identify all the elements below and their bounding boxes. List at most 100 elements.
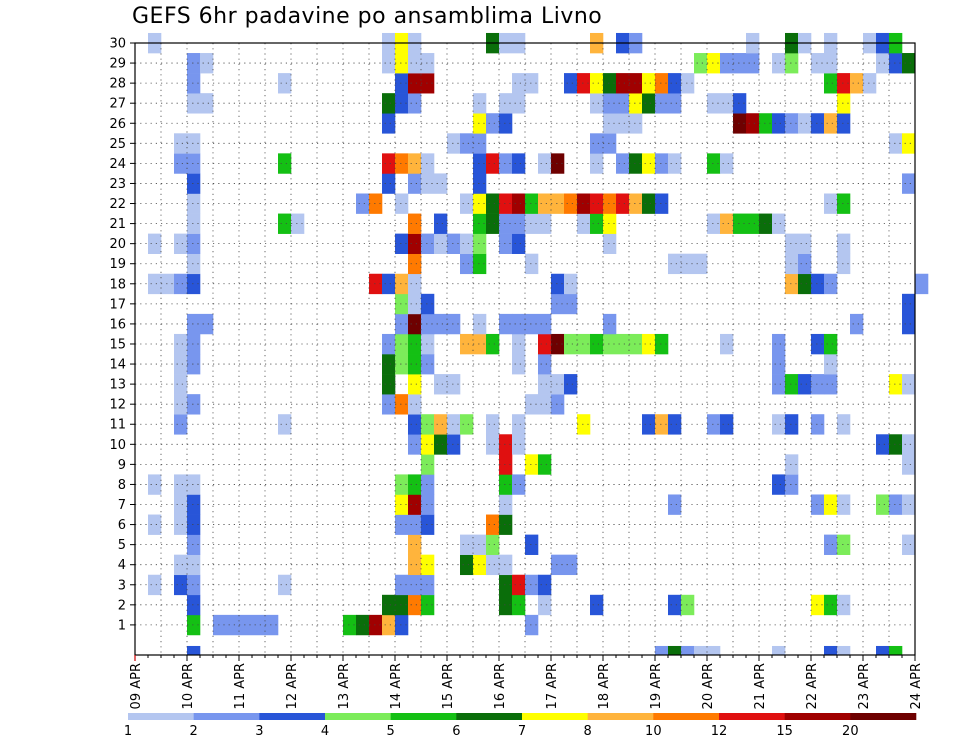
heatmap-cell: [837, 113, 851, 134]
heatmap-cell: [655, 414, 669, 435]
heatmap-cell: [486, 534, 500, 555]
heatmap-cell: [213, 614, 279, 636]
heatmap-cell: [408, 333, 422, 355]
legend-swatch: [522, 713, 588, 720]
legend-label: 20: [842, 724, 859, 739]
heatmap-cell: [603, 333, 643, 355]
heatmap-cell: [707, 53, 721, 74]
heatmap-cell: [382, 173, 396, 194]
y-tick-label: 3: [118, 578, 126, 593]
legend-label: 4: [321, 724, 329, 739]
heatmap-cell: [421, 594, 435, 616]
heatmap-cell: [408, 554, 422, 576]
y-tick-label: 13: [109, 378, 126, 393]
heatmap-cell: [382, 354, 396, 375]
heatmap-cell: [837, 253, 851, 275]
heatmap-cell: [395, 73, 409, 94]
heatmap-cell: [187, 354, 201, 375]
heatmap-cell: [772, 474, 786, 495]
heatmap-cell: [187, 233, 201, 254]
heatmap-cell: [382, 614, 396, 636]
heatmap-cell: [421, 354, 435, 375]
x-tick-label: 12 APR: [285, 663, 300, 709]
heatmap-cell: [642, 73, 656, 94]
heatmap-cell: [486, 113, 500, 134]
heatmap-cell: [785, 113, 799, 134]
heatmap-cell: [668, 153, 682, 174]
heatmap-cell: [603, 93, 630, 114]
heatmap-cell: [187, 273, 201, 295]
heatmap-cell: [174, 333, 188, 355]
heatmap-cell: [486, 213, 500, 234]
heatmap-cell: [408, 414, 422, 435]
heatmap-cell: [278, 574, 292, 596]
heatmap-cell: [707, 213, 721, 234]
heatmap-cell: [187, 313, 214, 335]
heatmap-cell: [382, 333, 396, 355]
legend-label: 8: [584, 724, 592, 739]
heatmap-cell: [564, 273, 578, 295]
heatmap-cell: [824, 594, 838, 616]
legend-label: 7: [518, 724, 526, 739]
heatmap-cell: [694, 645, 721, 656]
heatmap-cell: [148, 514, 162, 535]
heatmap-cell: [499, 213, 526, 234]
heatmap-cell: [759, 113, 773, 134]
legend-label: 2: [190, 724, 198, 739]
heatmap-cell: [811, 333, 825, 355]
heatmap-cell: [655, 153, 669, 174]
heatmap-cell: [395, 394, 409, 415]
heatmap-cell: [499, 594, 513, 616]
y-tick-label: 11: [109, 418, 126, 433]
heatmap-cell: [837, 233, 851, 254]
legend-label: 1: [124, 724, 132, 739]
heatmap-cell: [538, 594, 552, 616]
heatmap-cell: [499, 474, 513, 495]
heatmap-cell: [590, 594, 604, 616]
heatmap-cell: [798, 273, 812, 295]
heatmap-cell: [447, 133, 461, 154]
heatmap-cell: [681, 645, 695, 656]
heatmap-cell: [187, 494, 201, 515]
heatmap-cell: [655, 93, 682, 114]
y-tick-label: 29: [109, 57, 126, 72]
legend-swatch: [784, 713, 851, 720]
heatmap-cell: [785, 414, 799, 435]
heatmap-cell: [408, 313, 422, 335]
heatmap-cell: [421, 293, 435, 315]
y-tick-label: 30: [109, 37, 126, 52]
heatmap-cell: [499, 153, 513, 174]
heatmap-cell: [525, 193, 539, 214]
heatmap-cell: [447, 233, 461, 254]
heatmap-cell: [499, 313, 513, 335]
heatmap-cell: [408, 233, 422, 254]
x-tick-label: 18 APR: [597, 663, 612, 709]
heatmap-cell: [876, 494, 890, 515]
heatmap-cell: [668, 645, 682, 656]
heatmap-cell: [356, 614, 370, 636]
heatmap-cell: [187, 514, 201, 535]
heatmap-cell: [824, 193, 838, 214]
heatmap-cell: [733, 93, 747, 114]
heatmap-cell: [577, 414, 591, 435]
heatmap-cell: [785, 454, 799, 475]
heatmap-cell: [395, 354, 409, 375]
heatmap-cell: [395, 514, 422, 535]
heatmap-cell: [551, 153, 565, 174]
heatmap-cells: [148, 32, 929, 656]
heatmap-cell: [772, 354, 786, 375]
heatmap-cell: [369, 614, 383, 636]
heatmap-cell: [408, 534, 422, 555]
heatmap-cell: [473, 93, 487, 114]
heatmap-cell: [421, 514, 435, 535]
heatmap-cell: [421, 233, 435, 254]
heatmap-cell: [512, 233, 526, 254]
legend-label: 10: [645, 724, 662, 739]
x-tick-label: 17 APR: [545, 663, 560, 709]
heatmap-cell: [616, 153, 630, 174]
heatmap-cell: [486, 434, 500, 455]
heatmap-cell: [850, 313, 864, 335]
y-tick-label: 27: [109, 97, 126, 112]
heatmap-cell: [512, 414, 526, 435]
heatmap-cell: [356, 193, 370, 214]
